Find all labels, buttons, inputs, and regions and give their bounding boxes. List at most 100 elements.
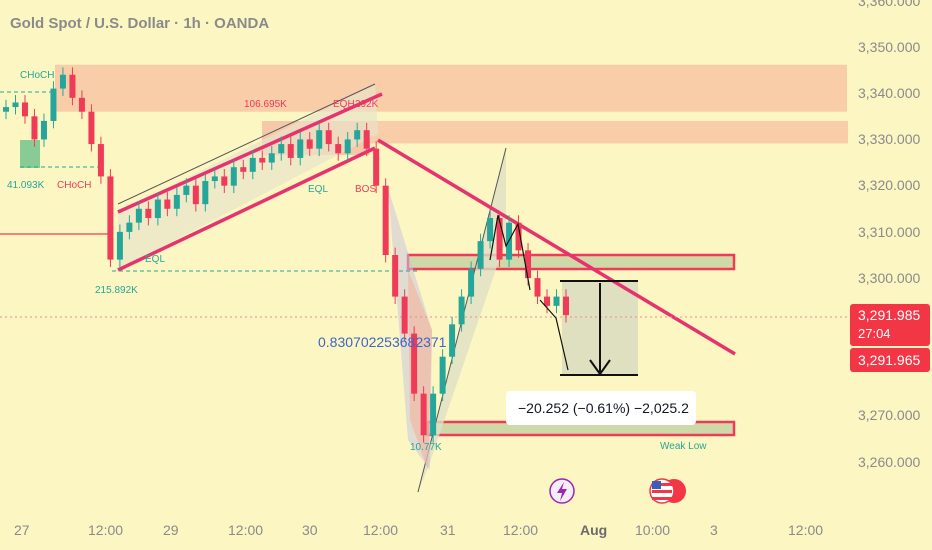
candle-body: [287, 144, 294, 158]
candle-body: [316, 130, 323, 149]
last-price-tag: [850, 304, 930, 346]
lightning-event-icon[interactable]: [549, 478, 575, 504]
candle-body: [268, 153, 275, 163]
choch-label-1: CHoCH: [20, 70, 54, 81]
candle-body: [325, 130, 332, 145]
candle-body: [563, 296, 569, 316]
candle-body: [97, 144, 104, 177]
candle-body: [88, 111, 95, 145]
candle-body: [335, 144, 342, 154]
volume-label-41k: 41.093K: [7, 180, 45, 191]
candle-body: [411, 333, 418, 394]
candle-body: [468, 268, 475, 297]
measure-label: −20.252 (−0.61%) −2,025.2: [518, 400, 689, 416]
candle-body: [354, 130, 361, 140]
price-tick-3330: 3,330.000: [858, 131, 920, 147]
candle-body: [363, 130, 370, 149]
candle-body: [439, 356, 446, 394]
candle-body: [31, 116, 38, 140]
eqh-label: EQH: [333, 99, 355, 110]
candle-body: [116, 231, 123, 260]
candle-body: [50, 88, 57, 121]
candle-body: [69, 74, 76, 98]
candle-body: [183, 185, 190, 195]
candle-body: [344, 139, 351, 154]
channel-lower-line: [117, 146, 376, 272]
candle-body: [249, 157, 256, 172]
time-tick-1200-a: 12:00: [88, 522, 123, 538]
choch-label-2: CHoCH: [57, 180, 91, 191]
us-flag-event-icon[interactable]: [649, 478, 686, 504]
candle-body: [392, 255, 399, 297]
time-tick-1200-e: 12:00: [788, 522, 823, 538]
candle-body: [401, 296, 408, 334]
volume-label-215k: 215.892K: [95, 285, 138, 296]
supply-zone-upper: [55, 64, 847, 112]
candle-body: [553, 296, 560, 306]
candle-body: [430, 393, 437, 436]
supply-zone-lower: [370, 120, 848, 144]
candle-body: [534, 278, 541, 297]
time-tick-1000: 10:00: [635, 522, 670, 538]
price-tick-3270: 3,270.000: [858, 407, 920, 423]
candle-body: [145, 208, 152, 219]
candle-body: [192, 185, 199, 205]
time-tick-1200-d: 12:00: [503, 522, 538, 538]
zigzag-path: [489, 214, 531, 291]
descending-trendline: [377, 138, 736, 356]
time-tick-27: 27: [14, 522, 30, 538]
weak-low-label: Weak Low: [660, 441, 707, 452]
candle-body: [3, 107, 9, 112]
candle-body: [221, 176, 228, 186]
price-tick-3300: 3,300.000: [858, 270, 920, 286]
candle-body: [211, 176, 218, 182]
second-price-label: 3,291.965: [858, 352, 920, 368]
demand-block: [20, 140, 40, 168]
measure-arrow-head: [589, 359, 611, 376]
last-price-label: 3,291.985: [858, 307, 920, 323]
time-tick-31: 31: [440, 522, 456, 538]
candle-body: [496, 218, 503, 260]
candle-body: [544, 296, 551, 306]
eql-label-1: EQL: [145, 254, 165, 265]
candle-body: [21, 102, 28, 117]
price-tick-3340: 3,340.000: [858, 85, 920, 101]
candle-body: [297, 139, 304, 158]
time-tick-29: 29: [163, 522, 179, 538]
bar-countdown: 27:04: [858, 326, 891, 341]
candle-body: [515, 222, 522, 251]
candle-body: [278, 144, 285, 154]
time-tick-1200-c: 12:00: [363, 522, 398, 538]
channel-upper-line: [117, 92, 383, 214]
volume-label-292k: 292K: [355, 99, 379, 110]
ascending-channel-fill: [118, 84, 378, 270]
candle-body: [373, 148, 380, 186]
candle-body: [78, 97, 85, 112]
projection-path: [539, 299, 569, 371]
fib-ratio-label: 0.830702253682371: [318, 334, 447, 350]
price-tick-3260: 3,260.000: [858, 454, 920, 470]
candle-body: [12, 102, 19, 108]
candle-body: [240, 167, 247, 172]
candle-body: [126, 222, 133, 232]
time-tick-3: 3: [710, 522, 718, 538]
time-tick-1200-b: 12:00: [228, 522, 263, 538]
candle-body: [173, 194, 180, 209]
candle-body: [525, 250, 532, 279]
price-tick-3360: 3,360.000: [858, 0, 920, 9]
measure-tooltip: [506, 391, 696, 425]
candle-body: [259, 157, 266, 163]
time-tick-30: 30: [302, 522, 318, 538]
eql-label-2: EQL: [308, 184, 328, 195]
candle-body: [135, 208, 142, 223]
candle-body: [154, 199, 161, 219]
candle-body: [202, 181, 209, 205]
candle-body: [59, 74, 66, 89]
candle-body: [230, 167, 237, 186]
second-price-tag: [850, 348, 930, 372]
price-tick-3350: 3,350.000: [858, 39, 920, 55]
price-tick-3320: 3,320.000: [858, 177, 920, 193]
chart-title: Gold Spot / U.S. Dollar · 1h · OANDA: [10, 15, 269, 32]
